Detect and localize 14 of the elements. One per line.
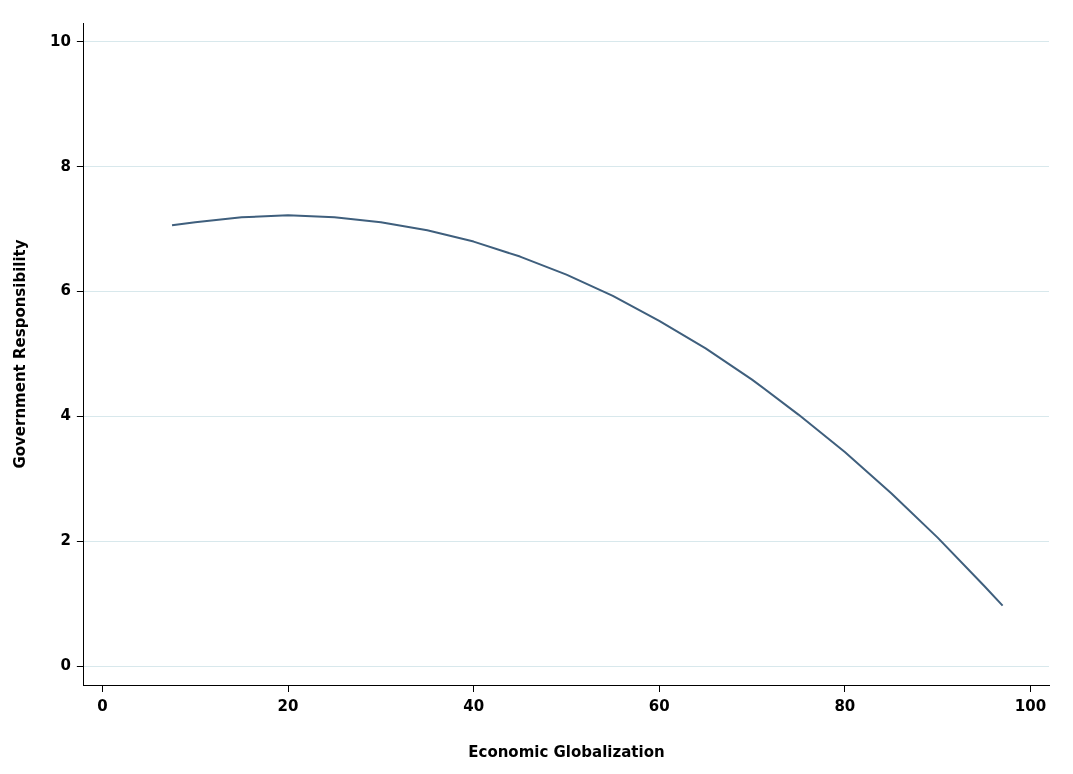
x-tick-label: 0 — [97, 696, 108, 715]
y-tick-label: 2 — [60, 531, 71, 550]
y-tick-label: 10 — [50, 31, 71, 50]
x-tick-label: 40 — [463, 696, 485, 715]
y-tick-label: 4 — [60, 406, 71, 425]
y-axis-title: Government Responsibility — [10, 239, 29, 469]
x-tick-label: 20 — [277, 696, 299, 715]
x-tick-label: 80 — [834, 696, 856, 715]
y-tick-label: 6 — [60, 281, 71, 300]
y-tick-label: 0 — [60, 656, 71, 675]
x-tick-label: 100 — [1014, 696, 1047, 715]
x-axis-title: Economic Globalization — [468, 742, 665, 761]
y-tick-label: 8 — [60, 156, 71, 175]
x-tick-label: 60 — [648, 696, 670, 715]
